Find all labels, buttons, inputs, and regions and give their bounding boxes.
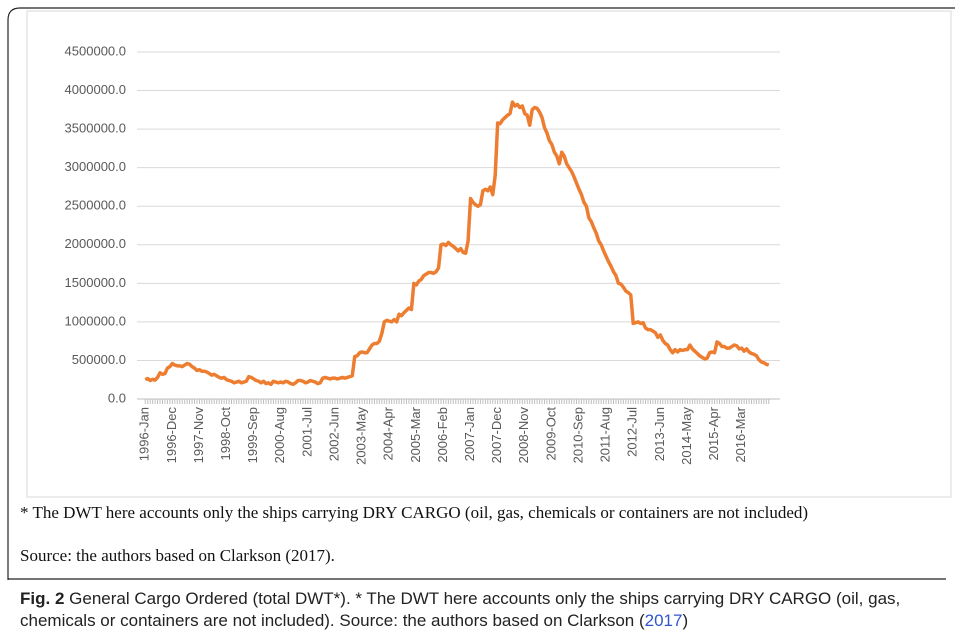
x-tick-label: 1996-Dec [164, 407, 179, 464]
caption-link[interactable]: 2017 [644, 611, 683, 630]
y-tick-label: 2000000.0 [65, 236, 126, 251]
chart-frame [26, 10, 952, 498]
x-tick-label: 1999-Sep [245, 407, 260, 463]
y-tick-label: 4000000.0 [65, 82, 126, 97]
y-tick-label: 0.0 [108, 390, 126, 405]
x-tick-label: 1997-Nov [191, 407, 206, 464]
x-tick-label: 2000-Aug [272, 407, 287, 463]
y-tick-label: 500000.0 [72, 352, 126, 367]
caption: Fig. 2 General Cargo Ordered (total DWT*… [20, 588, 945, 632]
x-tick-label: 2015-Apr [706, 406, 721, 460]
figure-frame [7, 7, 955, 580]
x-tick-label: 2008-Nov [516, 407, 531, 464]
x-tick-label: 2012-Jul [625, 407, 640, 457]
x-tick-label: 2007-Dec [489, 407, 504, 464]
caption-label: Fig. 2 [20, 589, 65, 608]
y-tick-label: 1500000.0 [65, 275, 126, 290]
y-tick-label: 4500000.0 [65, 43, 126, 58]
y-tick-label: 2500000.0 [65, 198, 126, 213]
x-tick-label: 1998-Oct [218, 407, 233, 461]
x-tick-label: 2014-May [679, 407, 694, 465]
x-tick-label: 2009-Oct [543, 407, 558, 461]
source: Source: the authors based on Clarkson (2… [20, 546, 335, 565]
y-tick-label: 3000000.0 [65, 159, 126, 174]
x-tick-label: 2010-Sep [570, 407, 585, 463]
x-tick-label: 1996-Jan [137, 407, 152, 461]
x-tick-label: 2016-Mar [733, 406, 748, 462]
x-tick-label: 2011-Aug [598, 407, 613, 462]
x-tick-label: 2002-Jun [326, 407, 341, 461]
y-tick-label: 3500000.0 [65, 121, 126, 136]
note: * The DWT here accounts only the ships c… [20, 503, 809, 522]
x-tick-label: 2004-Apr [381, 406, 396, 460]
x-tick-label: 2001-Jul [299, 407, 314, 457]
x-tick-label: 2013-Jun [652, 407, 667, 461]
x-tick-label: 2005-Mar [408, 406, 423, 462]
caption-text: General Cargo Ordered (total DWT*). * Th… [20, 589, 901, 630]
x-tick-label: 2006-Feb [435, 407, 450, 463]
x-tick-label: 2007-Jan [462, 407, 477, 461]
caption-end: ) [682, 611, 689, 630]
x-tick-label: 2003-May [354, 407, 369, 465]
data-line [144, 100, 770, 387]
y-tick-label: 1000000.0 [65, 313, 126, 328]
